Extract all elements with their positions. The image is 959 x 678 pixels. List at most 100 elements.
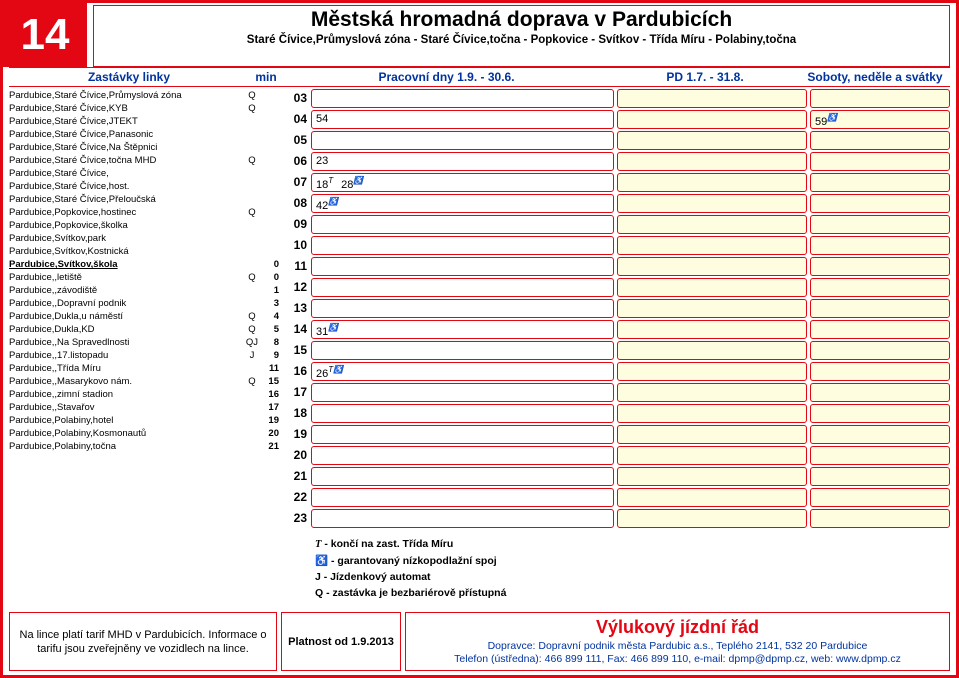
weekend-cell xyxy=(810,341,950,360)
weekend-cell xyxy=(810,383,950,402)
work-cell xyxy=(311,299,614,318)
stop-minute xyxy=(261,128,283,141)
stop-row: Pardubice,,závodiště 1 xyxy=(9,284,283,297)
stop-minute: 21 xyxy=(261,440,283,453)
work-cell xyxy=(311,404,614,423)
legend-item: J - Jízdenkový automat xyxy=(315,569,950,585)
weekend-cell xyxy=(810,509,950,528)
work-cell xyxy=(311,278,614,297)
footer-operator: Dopravce: Dopravní podnik města Pardubic… xyxy=(412,640,943,653)
stop-row: Pardubice,Polabiny,točna21 xyxy=(9,440,283,453)
hour-cell: 07 xyxy=(287,173,311,193)
stop-row: Pardubice,Staré Čívice,točna MHDQ xyxy=(9,154,283,167)
footer-info: Výlukový jízdní řád Dopravce: Dopravní p… xyxy=(405,612,950,671)
schedule-row: 17 xyxy=(287,383,950,403)
stop-minute: 1 xyxy=(261,284,283,297)
weekend-cell xyxy=(810,488,950,507)
hour-cell: 11 xyxy=(287,257,311,277)
stop-minute xyxy=(261,219,283,232)
hour-cell: 08 xyxy=(287,194,311,214)
stop-access-mark xyxy=(243,440,261,453)
legend-item: Q - zastávka je bezbariérově přístupná xyxy=(315,585,950,601)
pd-cell xyxy=(617,152,807,171)
stop-access-mark xyxy=(243,401,261,414)
footer-tarif: Na lince platí tarif MHD v Pardubicích. … xyxy=(9,612,277,671)
stop-row: Pardubice,Staré Čívice,Na Štěpnici xyxy=(9,141,283,154)
stop-minute xyxy=(261,180,283,193)
departure-time: 23 xyxy=(316,155,328,167)
legend: T - končí na zast. Třída Míru♿ - garanto… xyxy=(315,536,950,601)
stop-minute xyxy=(261,193,283,206)
stop-name: Pardubice,Staré Čívice,host. xyxy=(9,180,243,193)
schedule-row: 09 xyxy=(287,215,950,235)
weekend-cell xyxy=(810,362,950,381)
hour-cell: 14 xyxy=(287,320,311,340)
schedule-column: 03045459♿0506230718T28♿0842♿091011121314… xyxy=(283,89,950,601)
stop-minute: 20 xyxy=(261,427,283,440)
stop-access-mark xyxy=(243,180,261,193)
stop-minute xyxy=(261,154,283,167)
stop-name: Pardubice,Staré Čívice,Přeloučská xyxy=(9,193,243,206)
stop-name: Pardubice,Svítkov,škola xyxy=(9,258,243,271)
stop-name: Pardubice,Dukla,KD xyxy=(9,323,243,336)
weekend-cell xyxy=(810,194,950,213)
footer: Na lince platí tarif MHD v Pardubicích. … xyxy=(9,612,950,671)
stop-row: Pardubice,Staré Čívice,host. xyxy=(9,180,283,193)
departure-time: 42♿ xyxy=(316,200,342,212)
stop-access-mark xyxy=(243,258,261,271)
stop-row: Pardubice,Dukla,u náměstíQ4 xyxy=(9,310,283,323)
stop-minute: 3 xyxy=(261,297,283,310)
departure-time: 54 xyxy=(316,113,328,125)
stop-row: Pardubice,Staré Čívice,Panasonic xyxy=(9,128,283,141)
pd-cell xyxy=(617,173,807,192)
work-cell: 23 xyxy=(311,152,614,171)
work-cell: 31♿ xyxy=(311,320,614,339)
weekend-cell xyxy=(810,446,950,465)
stop-minute: 17 xyxy=(261,401,283,414)
stop-name: Pardubice,,letiště xyxy=(9,271,243,284)
stop-name: Pardubice,,Na Spravedlnosti xyxy=(9,336,243,349)
work-cell xyxy=(311,257,614,276)
stop-minute: 16 xyxy=(261,388,283,401)
stop-row: Pardubice,Svítkov,škola 0 xyxy=(9,258,283,271)
pd-cell xyxy=(617,509,807,528)
stop-row: Pardubice,Staré Čívice,JTEKT xyxy=(9,115,283,128)
stop-name: Pardubice,,zimní stadion xyxy=(9,388,243,401)
stop-row: Pardubice,,17.listopaduJ9 xyxy=(9,349,283,362)
stop-minute xyxy=(261,102,283,115)
stop-name: Pardubice,Svítkov,park xyxy=(9,232,243,245)
stop-name: Pardubice,,závodiště xyxy=(9,284,243,297)
stop-name: Pardubice,,Dopravní podnik xyxy=(9,297,243,310)
stop-minute: 0 xyxy=(261,258,283,271)
schedule-row: 10 xyxy=(287,236,950,256)
hour-cell: 12 xyxy=(287,278,311,298)
stop-name: Pardubice,,17.listopadu xyxy=(9,349,243,362)
work-cell: 54 xyxy=(311,110,614,129)
stop-name: Pardubice,Staré Čívice,JTEKT xyxy=(9,115,243,128)
pd-cell xyxy=(617,425,807,444)
stop-row: Pardubice,Popkovice,hostinecQ xyxy=(9,206,283,219)
stop-name: Pardubice,Staré Čívice,Průmyslová zóna xyxy=(9,89,243,102)
route-subtitle: Staré Čívice,Průmyslová zóna - Staré Čív… xyxy=(98,34,945,46)
schedule-row: 0718T28♿ xyxy=(287,173,950,193)
legend-item: ♿ - garantovaný nízkopodlažní spoj xyxy=(315,553,950,569)
stop-access-mark xyxy=(243,232,261,245)
schedule-row: 20 xyxy=(287,446,950,466)
stop-minute xyxy=(261,167,283,180)
work-cell xyxy=(311,467,614,486)
schedule-row: 05 xyxy=(287,131,950,151)
stop-minute: 11 xyxy=(261,362,283,375)
stop-name: Pardubice,,Stavařov xyxy=(9,401,243,414)
pd-cell xyxy=(617,467,807,486)
stop-access-mark: Q xyxy=(243,89,261,102)
stop-minute: 9 xyxy=(261,349,283,362)
stop-name: Pardubice,Polabiny,Kosmonautů xyxy=(9,427,243,440)
hour-cell: 21 xyxy=(287,467,311,487)
footer-contact: Telefon (ústředna): 466 899 111, Fax: 46… xyxy=(412,653,943,666)
legend-item: T - končí na zast. Třída Míru xyxy=(315,536,950,553)
weekend-cell xyxy=(810,257,950,276)
stop-minute: 4 xyxy=(261,310,283,323)
schedule-row: 19 xyxy=(287,425,950,445)
pd-cell xyxy=(617,89,807,108)
column-headers: Zastávky linky min Pracovní dny 1.9. - 3… xyxy=(9,67,950,87)
